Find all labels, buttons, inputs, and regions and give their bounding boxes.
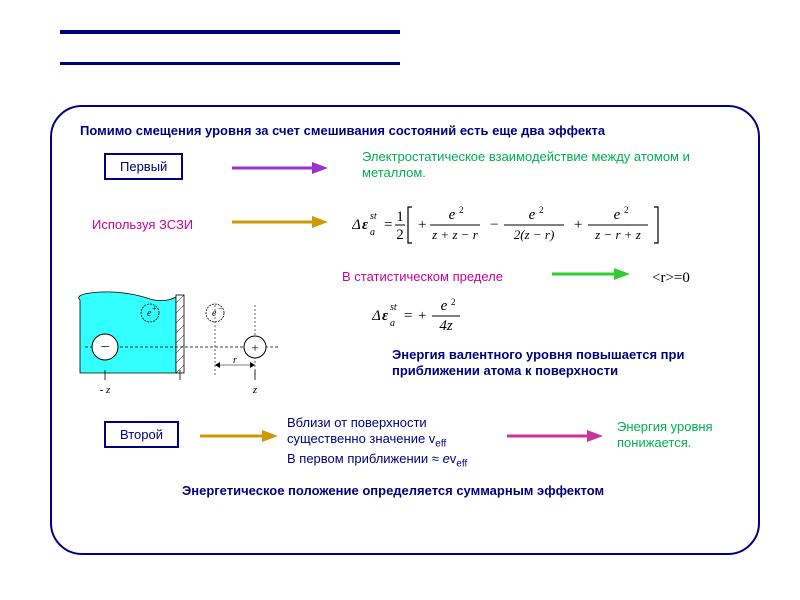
svg-text:2: 2 [396, 227, 404, 243]
formula-1: Δ ε st a = 1 2 + e 2 z + z − r − e [352, 199, 742, 254]
svg-text:r: r [233, 355, 237, 366]
svg-text:2(z − r): 2(z − r) [514, 227, 555, 242]
arrow-zszi [232, 213, 332, 231]
svg-text:- z: - z [100, 384, 111, 396]
svg-text:st: st [390, 302, 397, 313]
using-zszi: Используя ЗСЗИ [92, 217, 193, 233]
svg-text:=: = [384, 217, 392, 233]
stat-limit-text: В статистическом пределе [342, 269, 503, 285]
first-button[interactable]: Первый [104, 153, 183, 180]
svg-text:2: 2 [624, 205, 629, 215]
svg-text:−: − [218, 304, 223, 313]
svg-text:=: = [404, 308, 412, 324]
svg-text:e: e [614, 207, 621, 223]
r-average: <r>=0 [652, 269, 690, 287]
arrow-first [232, 159, 332, 177]
svg-text:z − r + z: z − r + z [594, 227, 641, 242]
svg-text:e: e [529, 207, 536, 223]
formula-2: Δ ε st a = + e 2 4z [372, 292, 512, 343]
content-area: Помимо смещения уровня за счет смешивани… [52, 107, 758, 553]
svg-text:+: + [418, 217, 426, 233]
second-button[interactable]: Второй [104, 421, 179, 448]
svg-text:1: 1 [396, 209, 404, 225]
near-surface-text: Вблизи от поверхности существенно значен… [287, 415, 507, 450]
svg-text:4z: 4z [439, 318, 453, 334]
svg-text:a: a [370, 227, 375, 238]
svg-text:e: e [212, 308, 217, 319]
summary-text: Энергетическое положение определяется су… [182, 483, 604, 499]
arrow-energy-down [507, 427, 607, 445]
energy-valence-text: Энергия валентного уровня повышается при… [392, 347, 742, 378]
svg-text:−: − [490, 217, 498, 233]
main-frame: Помимо смещения уровня за счет смешивани… [50, 105, 760, 555]
first-approx-text: В первом приближении ≈ eveff [287, 451, 467, 471]
energy-down-text: Энергия уровня понижается. [617, 419, 747, 450]
svg-text:e: e [441, 298, 448, 314]
svg-text:2: 2 [539, 205, 544, 215]
svg-text:a: a [390, 318, 395, 329]
svg-text:2: 2 [459, 205, 464, 215]
svg-text:Δ: Δ [352, 217, 361, 233]
arrow-second [200, 427, 280, 445]
svg-text:−: − [100, 339, 109, 356]
arrow-stat-limit [552, 265, 632, 283]
image-charge-diagram: e + e − − + - z z r [70, 285, 305, 405]
intro-text: Помимо смещения уровня за счет смешивани… [80, 123, 740, 139]
svg-text:Δ: Δ [372, 308, 381, 324]
svg-text:ε: ε [362, 217, 369, 233]
header-decoration [60, 30, 400, 78]
svg-text:+: + [418, 308, 426, 324]
svg-text:+: + [152, 304, 157, 313]
svg-text:2: 2 [451, 297, 456, 307]
first-description: Электростатическое взаимодействие между … [362, 149, 692, 180]
svg-text:z + z − r: z + z − r [431, 227, 479, 242]
svg-text:e: e [449, 207, 456, 223]
svg-text:+: + [251, 340, 258, 355]
svg-text:st: st [370, 211, 377, 222]
svg-text:z: z [252, 384, 258, 396]
svg-text:+: + [574, 217, 582, 233]
svg-text:ε: ε [382, 308, 389, 324]
